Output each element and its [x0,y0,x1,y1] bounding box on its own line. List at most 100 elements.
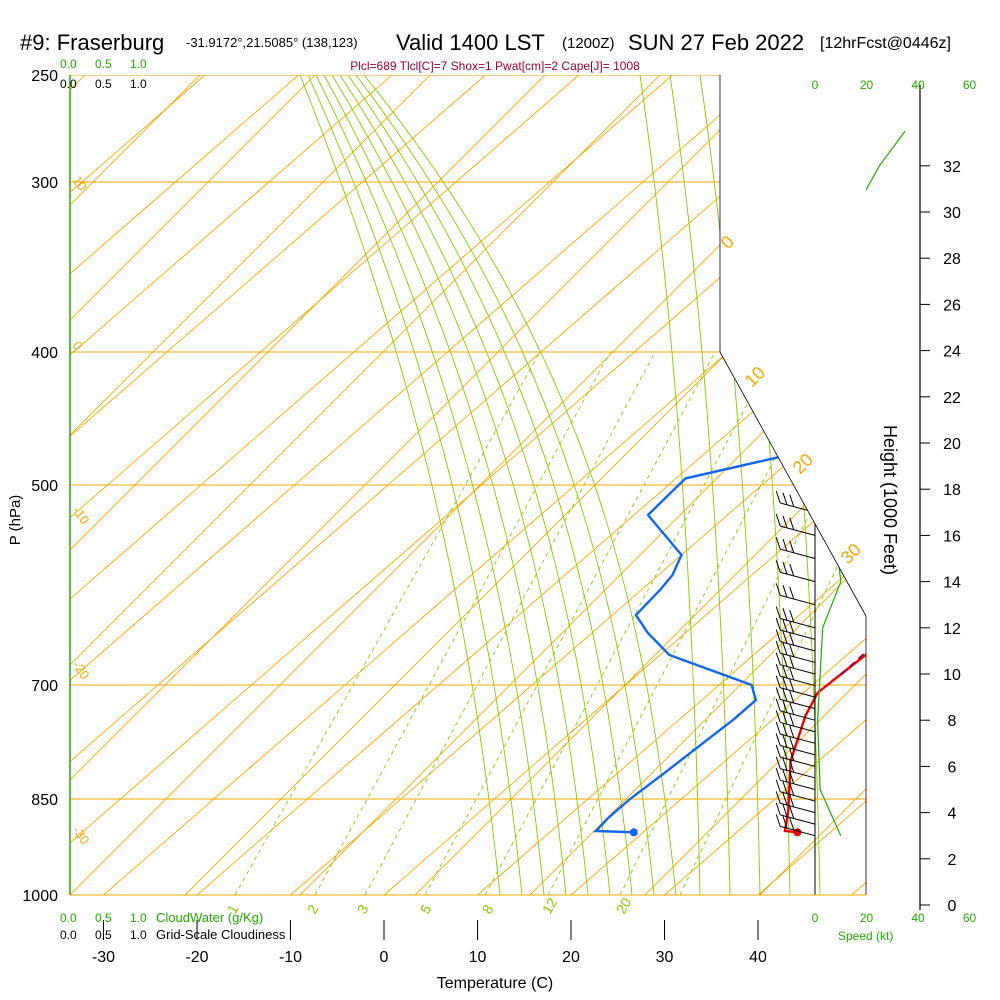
temperature-line [783,653,866,834]
wind-barb [780,641,816,652]
pressure-tick-label: 400 [31,345,58,362]
wind-barb-flag [775,721,781,735]
moist-adiabat-line [299,75,501,895]
wind-barb-flag [782,804,788,817]
height-tick-label: 6 [948,759,957,776]
height-tick-label: 14 [943,575,961,592]
moist-adiabat-line [699,75,761,895]
isotherm-line [70,75,393,356]
speed-tick-label: 20 [860,911,874,925]
wind-barb-flag [789,748,795,761]
wind-barb-flag [782,585,788,598]
wind-barb-flag [775,733,781,746]
mixing-ratio-line [547,351,831,895]
mixing-ratio-line [484,351,776,895]
mixing-ratio-line [424,351,716,895]
dry-adiabat-line [70,75,546,551]
wind-barb-flag [775,698,781,712]
wind-barb [780,698,816,710]
dry-adiabat-line [0,0,450,895]
mixing-ratio-label: 8 [479,902,497,917]
wind-barb-flag [782,723,788,736]
wind-barb-flag [782,758,788,771]
height-tick-label: 20 [943,436,961,453]
cloudwater-label: CloudWater (g/Kg) [156,910,263,925]
moist-adiabat-line [669,75,731,895]
wind-barb-flag [775,675,781,688]
wind-barb-flag [775,756,781,769]
wind-barb-flag [789,690,795,704]
temp-tick-label: 20 [562,949,580,966]
cloudiness-scale-label: 0.0 [60,928,77,942]
temp-tick-label: 40 [749,949,767,966]
dry-adiabat-line [529,558,866,895]
height-tick-label: 18 [943,482,961,499]
wind-barb-flag [789,656,795,669]
dry-adiabat-label: -10 [70,503,93,527]
wind-barb-flag [789,494,795,507]
wind-barb [780,675,816,687]
wind-barb-flag [789,679,795,692]
dry-adiabat-label: 10 [70,173,91,193]
dry-adiabat-line [184,213,866,895]
wind-barb-flag [789,702,795,715]
cloudiness-scale-label: 0.5 [95,928,112,942]
wind-barb-flag [775,652,781,665]
cloudiness-scale-label: 0.5 [95,77,112,91]
dry-adiabat-line [299,328,866,895]
height-tick-label: 26 [943,297,961,314]
pressure-tick-label: 250 [31,68,58,85]
wind-barb [780,629,816,640]
wind-barb-flag [782,642,788,656]
mixing-ratio-line [364,351,656,895]
wind-barb-flag [789,806,795,819]
wind-barb-flag [775,640,781,654]
wind-barb [780,594,816,606]
wind-barb-flag [789,540,795,553]
wind-barb-flag [782,769,788,783]
height-tick-label: 28 [943,251,961,268]
dry-adiabat-line [644,673,866,895]
wind-barb-flag [782,700,788,713]
wind-barb-flag [782,561,788,575]
wind-barb-flag [789,760,795,773]
wind-barb [780,814,816,825]
forecast-info: [12hrFcst@0446z] [820,35,951,52]
moist-adiabat-line [339,75,611,895]
dry-adiabat-label: 0 [70,338,86,353]
wind-barb-flag [775,744,781,758]
station-title: #9: Fraserburg [20,30,164,55]
isotherm-line [570,637,866,895]
wind-barb-flag [782,492,788,505]
moist-adiabat-line [363,75,677,895]
wind-barb-flag [775,779,781,792]
cloudwater-scale-label: 0.5 [95,57,112,71]
wind-barb-flag [775,768,781,781]
wind-barb-flag [782,712,788,725]
wind-barb [780,710,816,721]
wind-barb-flag [789,609,795,623]
wind-barb-flag [782,677,788,690]
profiles [593,431,866,837]
mixing-ratio-label: 2 [304,902,322,917]
wind-barb-flag [782,619,788,633]
temp-tick-label: -20 [185,949,208,966]
moist-adiabat-line [347,75,633,895]
mixing-ratio-line [234,351,541,895]
mixing-ratio-label: 5 [417,902,435,917]
height-tick-label: 4 [948,806,957,823]
speed-tick-label: 60 [963,911,977,925]
wind-barb-flag [782,538,788,552]
pressure-tick-label: 500 [31,478,58,495]
speed-tick-label: 60 [963,78,977,92]
wind-barb-flag [789,736,795,750]
valid-time: Valid 1400 LST [396,30,545,55]
wind-barb-flag [775,583,781,596]
stability-indices: Plcl=689 Tlcl[C]=7 Shox=1 Pwat[cm]=2 Cap… [350,59,640,73]
dry-adiabat-line [414,443,866,895]
wind-barb-flag [782,631,788,644]
moist-adiabat-line [331,75,589,895]
wind-barb-flag [782,654,788,667]
